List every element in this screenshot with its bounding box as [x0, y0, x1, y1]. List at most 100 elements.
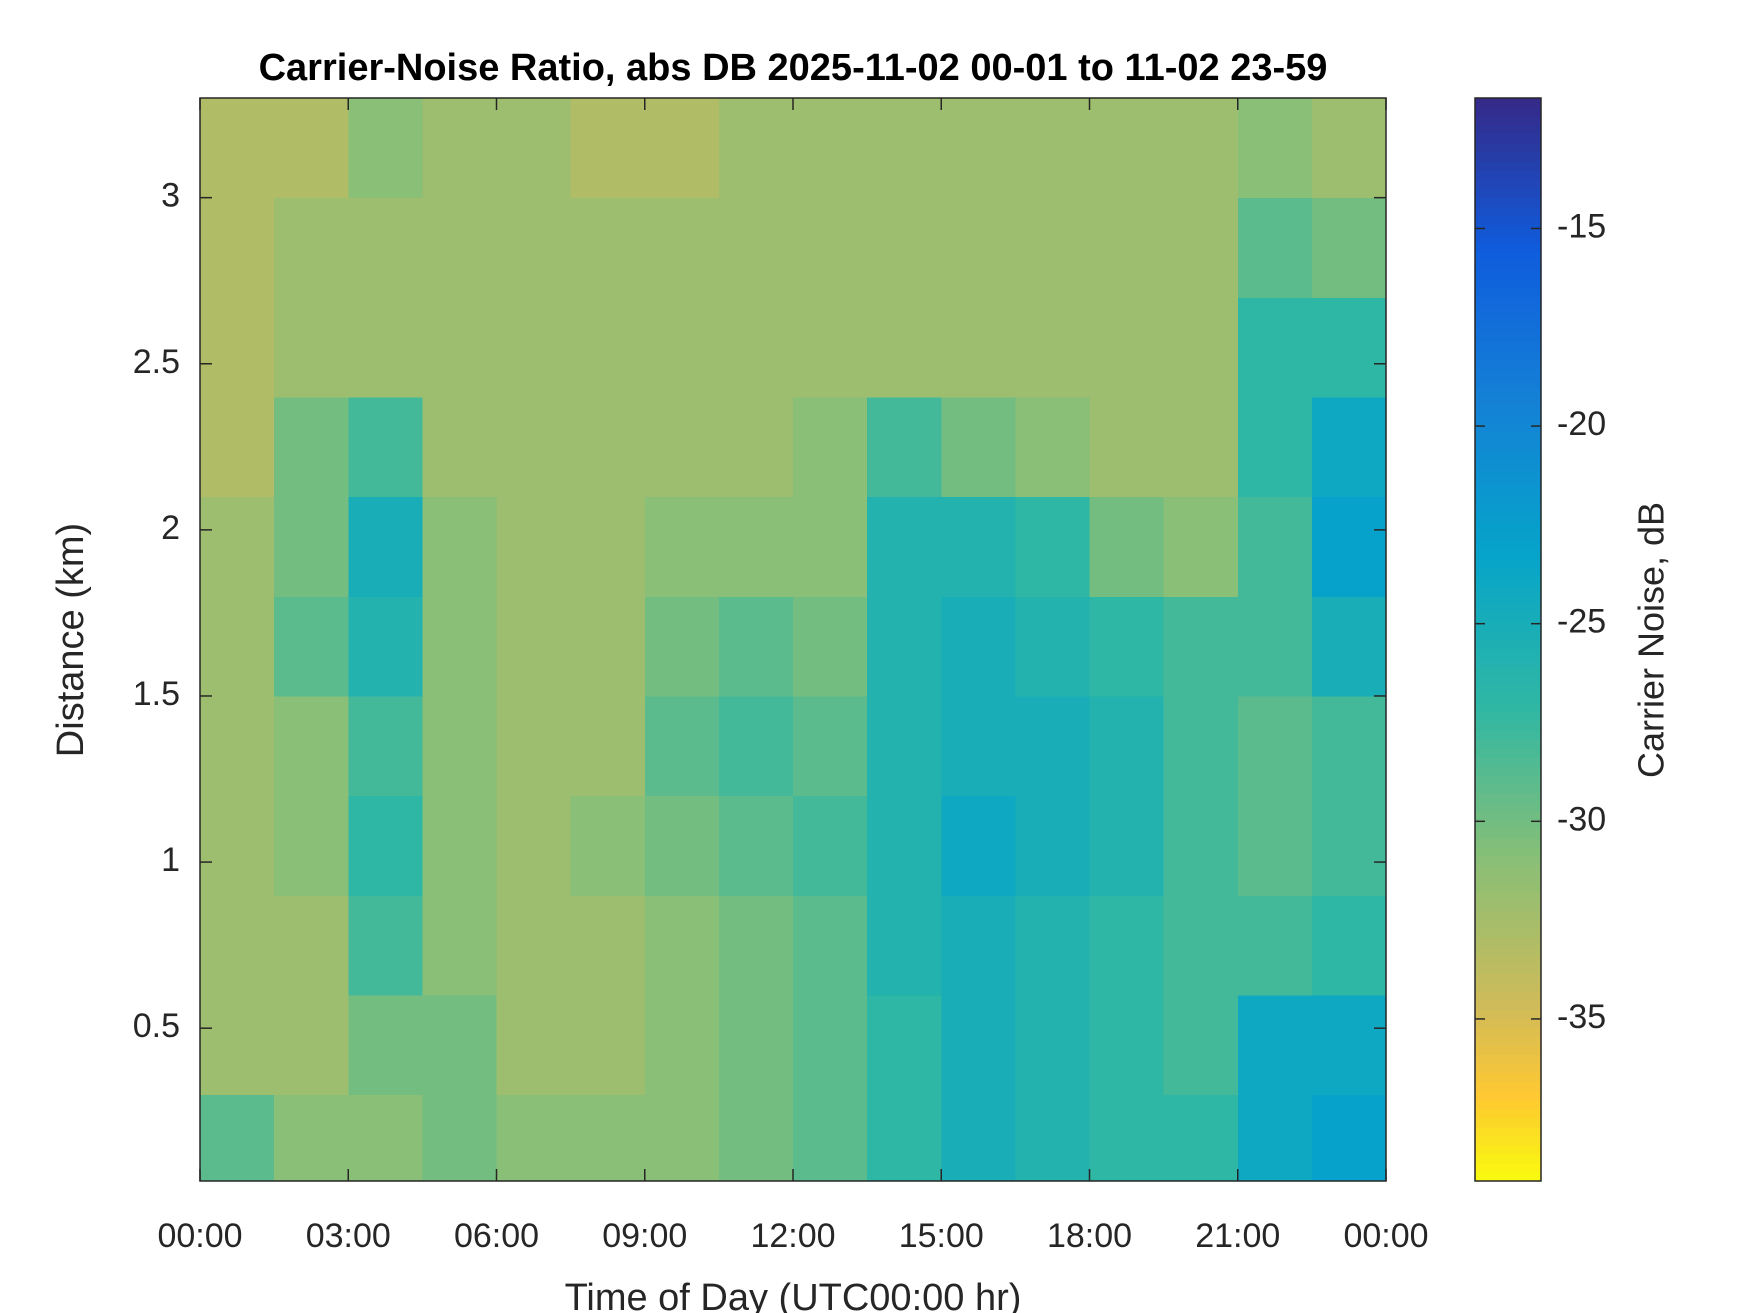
- colorbar-band: [1475, 594, 1541, 604]
- heatmap-cell: [274, 98, 349, 199]
- heatmap-cell: [941, 596, 1016, 697]
- heatmap-cell: [1311, 396, 1387, 498]
- colorbar-band: [1475, 774, 1541, 785]
- heatmap-cell: [274, 596, 349, 697]
- heatmap-cell: [496, 795, 572, 896]
- colorbar-band: [1475, 1162, 1541, 1173]
- colorbar-band: [1475, 639, 1541, 650]
- colorbar-band: [1475, 847, 1541, 857]
- colorbar-band: [1475, 1054, 1541, 1065]
- heatmap-cell: [941, 994, 1016, 1096]
- heatmap-cell: [718, 596, 794, 697]
- colorbar-band: [1475, 486, 1541, 496]
- colorbar-band: [1475, 865, 1541, 875]
- colorbar-band: [1475, 1108, 1541, 1119]
- colorbar-band: [1475, 350, 1541, 361]
- heatmap-cell: [718, 98, 794, 199]
- x-tick-label: 00:00: [1343, 1217, 1428, 1255]
- colorbar-band: [1475, 747, 1541, 758]
- heatmap-cell: [644, 994, 720, 1096]
- colorbar-band: [1475, 973, 1541, 983]
- heatmap-cell: [348, 396, 423, 498]
- colorbar-band: [1475, 1126, 1541, 1137]
- heatmap-cell: [496, 695, 572, 797]
- heatmap-cell: [274, 297, 349, 398]
- heatmap-cell: [1237, 795, 1313, 896]
- heatmap-cell: [644, 795, 720, 896]
- heatmap-cell: [348, 695, 423, 797]
- heatmap-cell: [348, 596, 423, 697]
- heatmap-cell: [718, 895, 794, 996]
- heatmap-cell: [1311, 596, 1387, 697]
- colorbar-band: [1475, 549, 1541, 559]
- colorbar-band: [1475, 395, 1541, 406]
- heatmap-cell: [200, 396, 275, 498]
- heatmap-cell: [793, 98, 868, 199]
- heatmap-cell: [348, 795, 423, 896]
- colorbar-band: [1475, 1063, 1541, 1074]
- colorbar-band: [1475, 170, 1541, 180]
- colorbar-band: [1475, 459, 1541, 469]
- colorbar-band: [1475, 269, 1541, 279]
- heatmap-cell: [1089, 396, 1165, 498]
- y-tick-label: 3: [161, 177, 180, 215]
- colorbar-band: [1475, 919, 1541, 929]
- heatmap-cell: [274, 695, 349, 797]
- colorbar-band: [1475, 657, 1541, 668]
- colorbar-band: [1475, 567, 1541, 577]
- colorbar-band: [1475, 540, 1541, 550]
- colorbar-band: [1475, 856, 1541, 866]
- heatmap-cell: [496, 994, 572, 1096]
- colorbar-band: [1475, 143, 1541, 153]
- heatmap-cell: [644, 1094, 720, 1182]
- heatmap-cell: [793, 695, 868, 797]
- colorbar-band: [1475, 801, 1541, 812]
- heatmap-cell: [1163, 297, 1239, 398]
- heatmap-cell: [718, 496, 794, 597]
- colorbar-band: [1475, 468, 1541, 478]
- heatmap-cell: [570, 98, 646, 199]
- colorbar-band: [1475, 991, 1541, 1001]
- colorbar-band: [1475, 449, 1541, 460]
- colorbar-band: [1475, 224, 1541, 234]
- colorbar-band: [1475, 440, 1541, 451]
- heatmap-cell: [793, 795, 868, 896]
- colorbar-band: [1475, 1000, 1541, 1011]
- colorbar-band: [1475, 711, 1541, 722]
- colorbar-band: [1475, 765, 1541, 776]
- colorbar-band: [1475, 531, 1541, 541]
- y-tick-label: 1.5: [133, 675, 180, 713]
- heatmap-cell: [496, 895, 572, 996]
- heatmap-cell: [200, 98, 275, 199]
- colorbar-band: [1475, 630, 1541, 640]
- heatmap-cell: [422, 1094, 497, 1182]
- colorbar-band: [1475, 422, 1541, 433]
- heatmap-cell: [570, 994, 646, 1096]
- heatmap-cell: [570, 596, 646, 697]
- heatmap-cell: [1015, 1094, 1090, 1182]
- heatmap-cell: [1311, 1094, 1387, 1182]
- colorbar-tick-label: -20: [1557, 405, 1606, 443]
- colorbar-band: [1475, 332, 1541, 343]
- heatmap-cell: [644, 197, 720, 298]
- colorbar-band: [1475, 1171, 1541, 1182]
- colorbar-band: [1475, 522, 1541, 532]
- colorbar-band: [1475, 242, 1541, 252]
- heatmap-cell: [1237, 98, 1313, 199]
- heatmap-cell: [274, 795, 349, 896]
- heatmap-cell: [200, 695, 275, 797]
- colorbar-band: [1475, 910, 1541, 920]
- heatmap-cell: [644, 895, 720, 996]
- colorbar-band: [1475, 621, 1541, 631]
- heatmap-cell: [644, 496, 720, 597]
- heatmap-cell: [1015, 297, 1090, 398]
- x-tick-label: 06:00: [454, 1217, 539, 1255]
- heatmap-cell: [274, 895, 349, 996]
- heatmap-cell: [1015, 994, 1090, 1096]
- heatmap-cell: [793, 297, 868, 398]
- heatmap-cell: [570, 1094, 646, 1182]
- heatmap-cell: [718, 1094, 794, 1182]
- colorbar-band: [1475, 1027, 1541, 1038]
- heatmap-cell: [1163, 994, 1239, 1096]
